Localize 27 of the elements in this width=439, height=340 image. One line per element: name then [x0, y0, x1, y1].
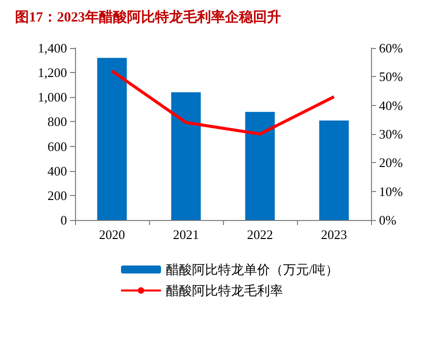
bar	[171, 92, 201, 220]
x-tick-label: 2020	[99, 227, 125, 242]
y-tick-label: 800	[48, 114, 67, 130]
y-tick-label: 400	[48, 163, 67, 178]
x-tick-label: 2022	[247, 227, 273, 242]
y2-tick-label: 10%	[379, 184, 403, 199]
y2-tick-label: 30%	[379, 126, 403, 142]
y2-tick-label: 20%	[379, 155, 403, 170]
bar	[319, 120, 349, 220]
y2-tick-label: 60%	[379, 40, 403, 56]
bar	[245, 112, 275, 220]
chart-title: 图17：2023年醋酸阿比特龙毛利率企稳回升	[15, 8, 281, 26]
bar	[97, 58, 127, 220]
y2-tick-label: 0%	[379, 212, 396, 228]
y-tick-label: 0	[60, 212, 67, 228]
y-tick-label: 200	[48, 188, 67, 203]
y2-tick-label: 50%	[379, 69, 403, 84]
legend-label: 醋酸阿比特龙单价（万元/吨）	[166, 262, 339, 277]
y-tick-label: 1,400	[38, 40, 67, 56]
x-tick-label: 2023	[321, 227, 347, 242]
y-tick-label: 600	[48, 138, 67, 154]
x-tick-label: 2021	[173, 227, 199, 242]
legend-label: 醋酸阿比特龙毛利率	[166, 283, 283, 298]
y-tick-label: 1,200	[38, 65, 67, 80]
y2-tick-label: 40%	[379, 98, 403, 113]
line-series	[110, 69, 336, 136]
y-tick-label: 1,000	[38, 90, 67, 105]
